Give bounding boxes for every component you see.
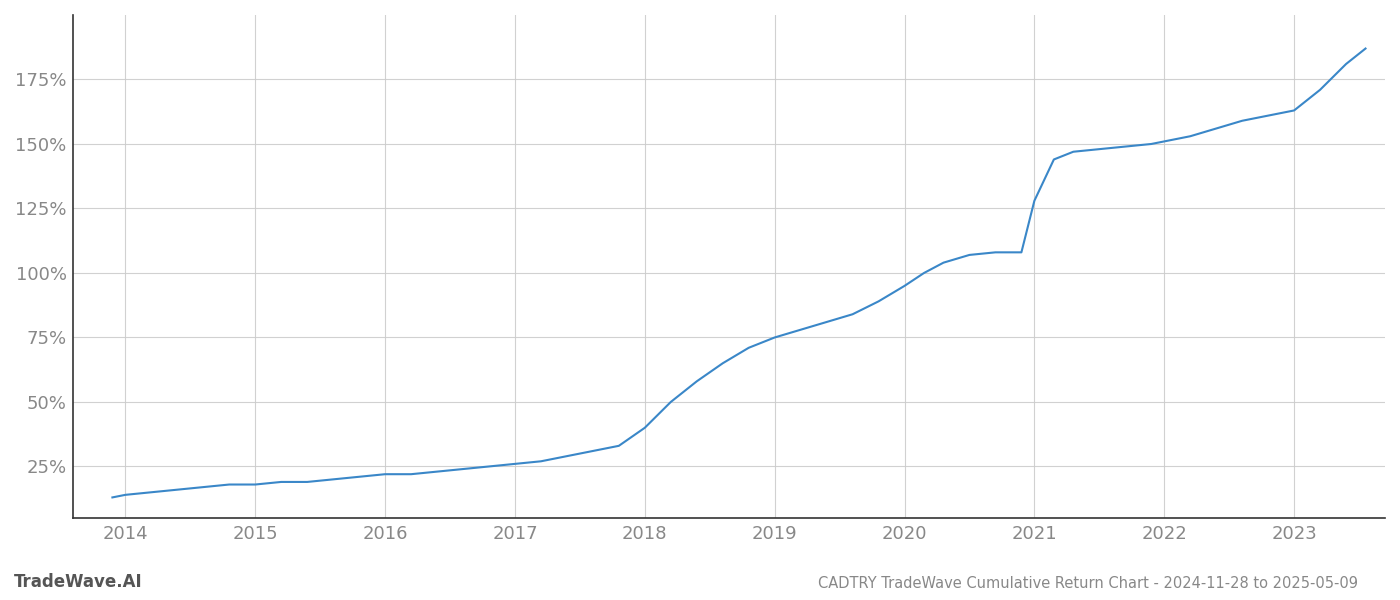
Text: CADTRY TradeWave Cumulative Return Chart - 2024-11-28 to 2025-05-09: CADTRY TradeWave Cumulative Return Chart… [818, 576, 1358, 591]
Text: TradeWave.AI: TradeWave.AI [14, 573, 143, 591]
